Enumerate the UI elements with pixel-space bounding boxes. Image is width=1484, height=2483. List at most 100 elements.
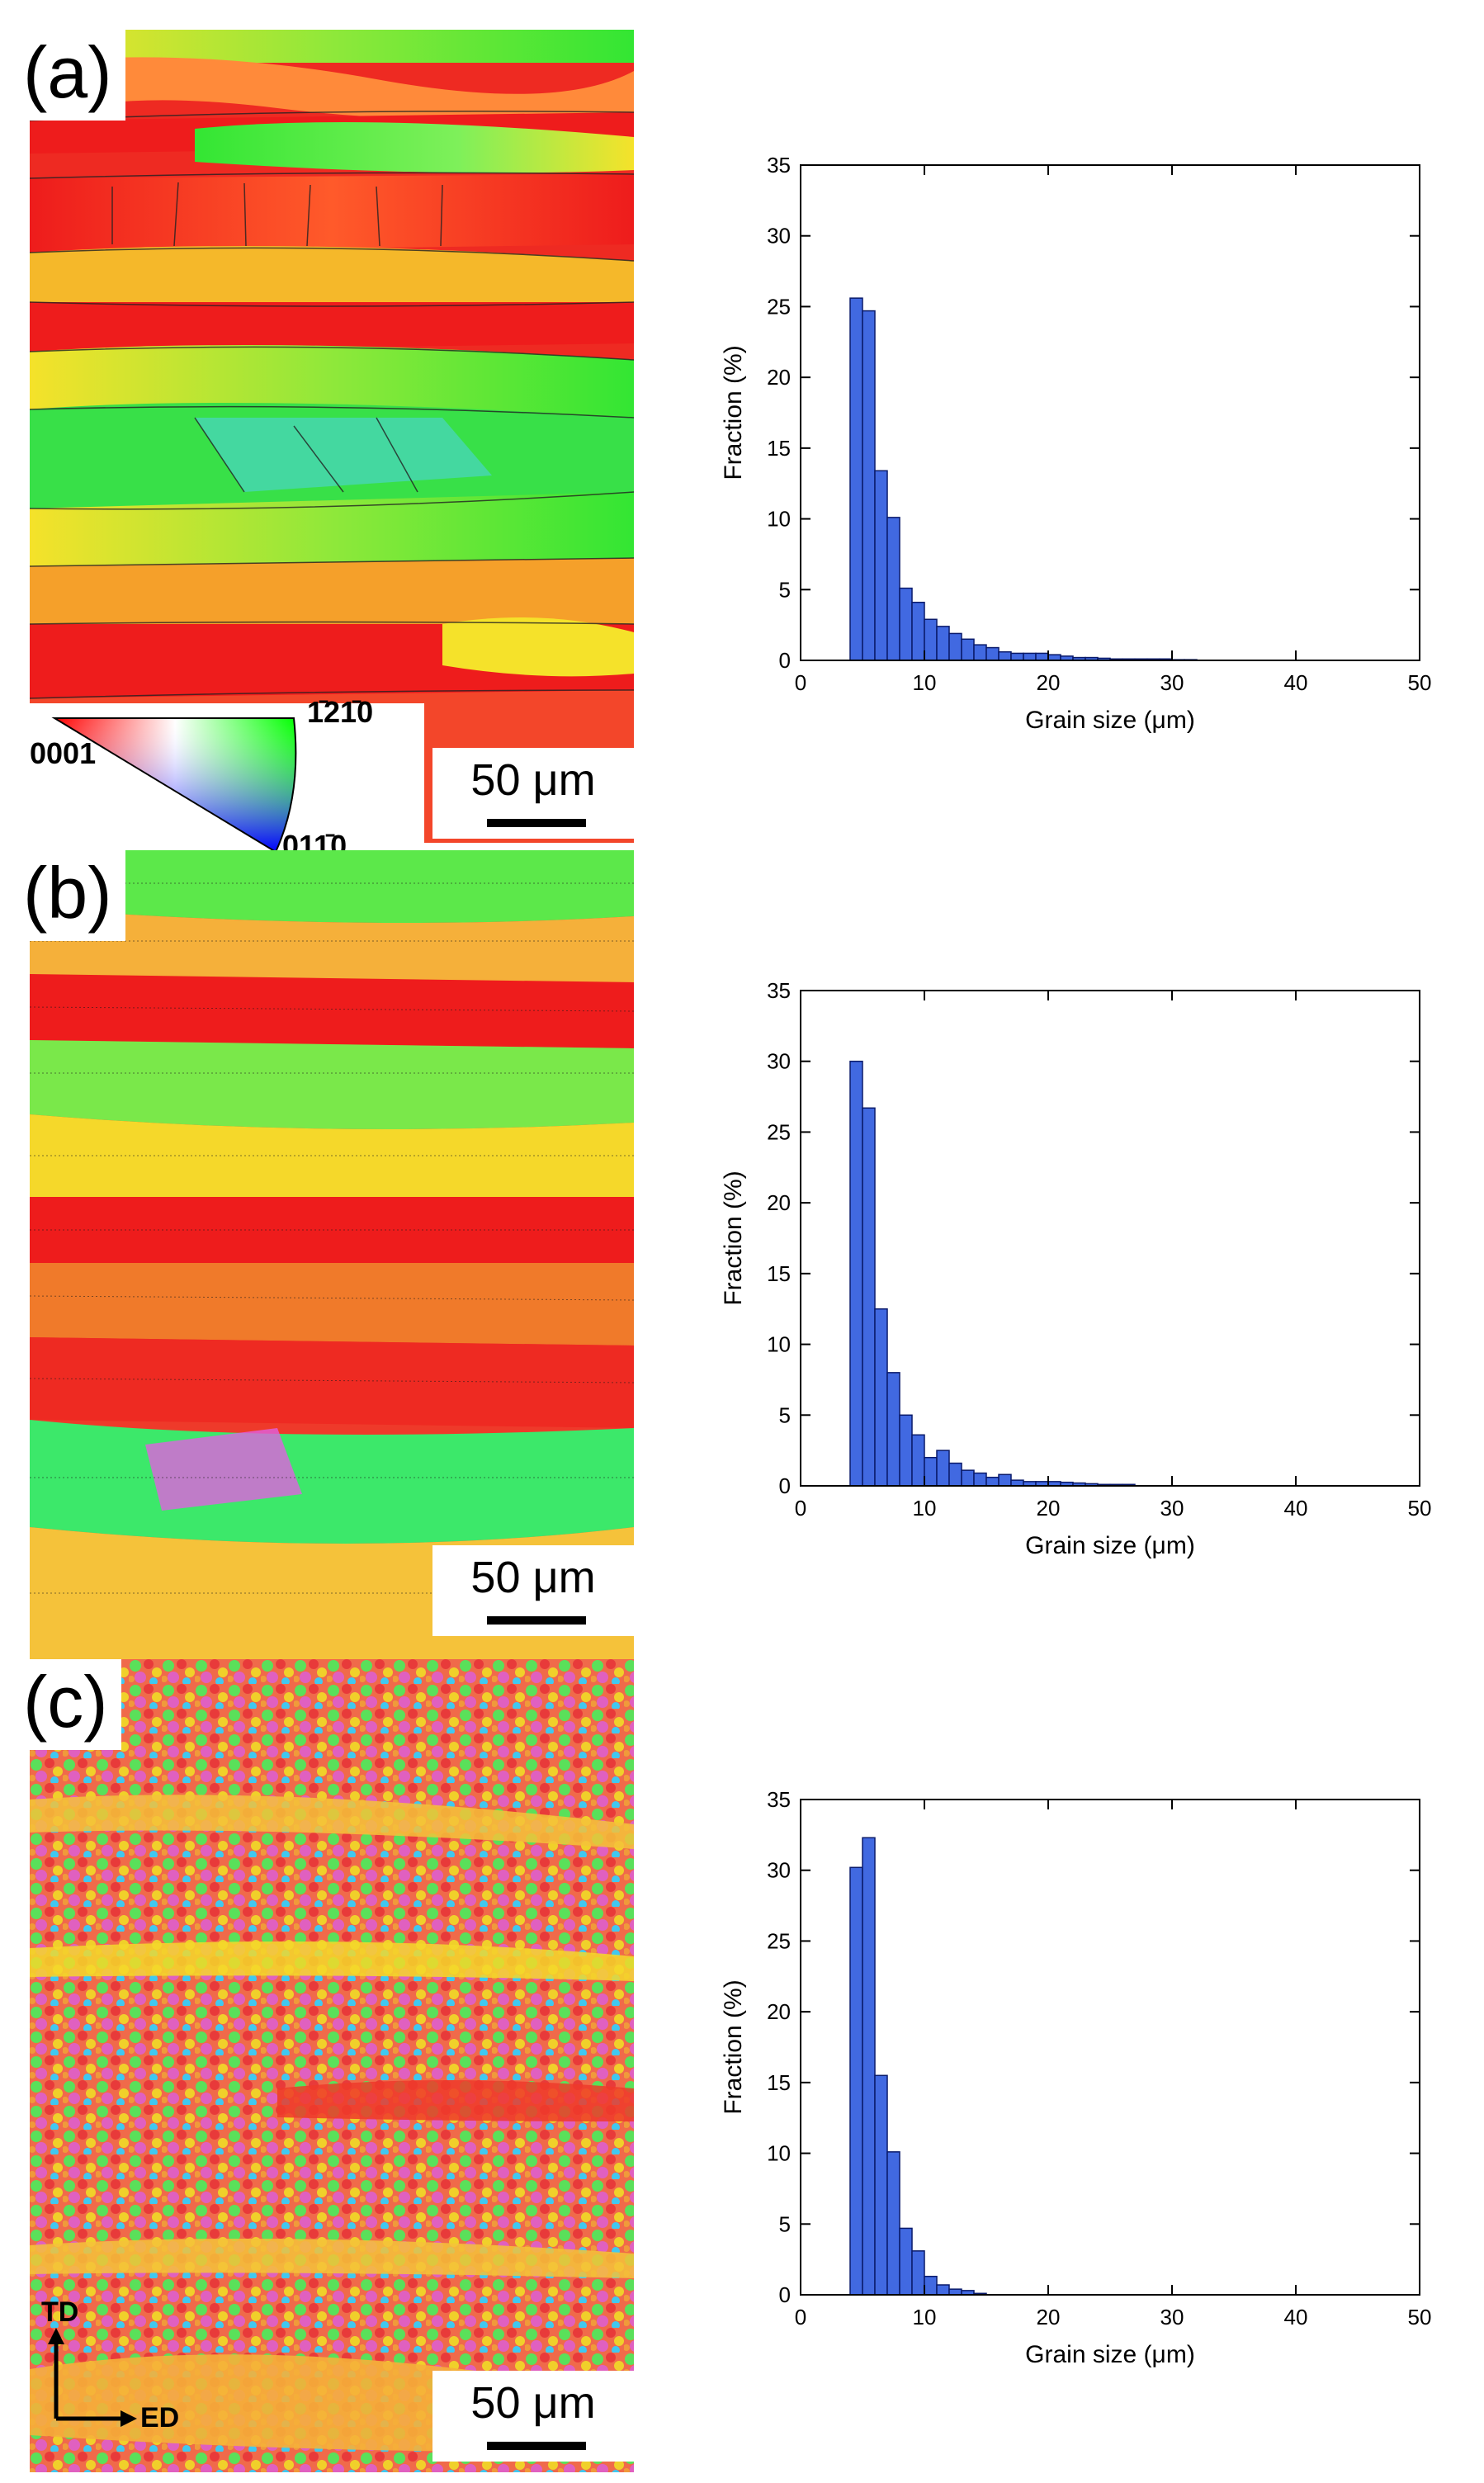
ebsd-map-panel-a: (a) 0001 1̄21̄0 011̄0 50 μm xyxy=(0,30,644,868)
y-tick-label: 10 xyxy=(767,1332,791,1357)
histogram-bar xyxy=(924,1456,938,1487)
histogram-bar xyxy=(936,626,950,661)
histogram-bar xyxy=(911,2250,925,2296)
ebsd-map-panel-c: (c) 50 μm xyxy=(0,1659,644,2472)
histogram-bar xyxy=(886,2151,900,2296)
x-tick-label: 10 xyxy=(913,2305,937,2329)
scale-bar-line-b xyxy=(487,1616,586,1625)
histogram-bar xyxy=(1023,652,1037,661)
panel-label-c: (c) xyxy=(17,1659,121,1750)
histogram-bar xyxy=(936,1450,950,1487)
histogram-bar xyxy=(998,650,1012,661)
y-tick-label: 20 xyxy=(767,365,791,390)
y-tick-label: 15 xyxy=(767,436,791,461)
histogram-bar xyxy=(1010,652,1024,661)
histogram-bar xyxy=(849,1060,863,1487)
y-tick-label: 25 xyxy=(767,1928,791,1953)
ebsd-map-c xyxy=(30,1659,634,2472)
scale-bar-label-c: 50 μm xyxy=(470,2378,596,2428)
histogram-bar xyxy=(985,1476,1000,1487)
y-tick-label: 20 xyxy=(767,1999,791,2024)
y-tick-label: 5 xyxy=(779,577,791,602)
x-tick-label: 0 xyxy=(795,2305,806,2329)
histogram-bar xyxy=(936,2284,950,2296)
histogram-bar xyxy=(948,1462,962,1487)
histogram-bar xyxy=(874,470,888,661)
ipf-label-0001: 0001 xyxy=(30,736,97,770)
y-tick-label: 30 xyxy=(767,1858,791,1883)
y-tick-label: 25 xyxy=(767,1119,791,1144)
y-tick-label: 25 xyxy=(767,294,791,319)
plot-frame xyxy=(800,164,1420,661)
y-tick-label: 35 xyxy=(767,153,791,177)
y-tick-label: 15 xyxy=(767,2070,791,2095)
panel-label-a: (a) xyxy=(17,30,125,121)
x-tick-label: 40 xyxy=(1284,670,1308,695)
x-tick-label: 0 xyxy=(795,670,806,695)
y-tick-label: 0 xyxy=(779,2282,791,2307)
histogram-bar xyxy=(874,2074,888,2296)
histogram-bar xyxy=(973,644,987,661)
y-tick-label: 35 xyxy=(767,1787,791,1812)
histogram-bar xyxy=(1035,652,1049,661)
histogram-bar xyxy=(985,646,1000,661)
y-tick-label: 5 xyxy=(779,2211,791,2236)
ed-label: ED xyxy=(140,2402,180,2433)
histogram-bar xyxy=(886,517,900,661)
histogram-bar xyxy=(1010,1479,1024,1487)
histogram-b: 0 5 10 15 20 25 30 35 0 10 20 30 40 50 Grain size (μm)… xyxy=(685,958,1477,1585)
histogram-bar xyxy=(973,1472,987,1487)
histogram-bar xyxy=(899,2227,913,2296)
scale-bar-label-a: 50 μm xyxy=(470,755,596,805)
scale-bar-b: 50 μm xyxy=(432,1545,634,1636)
x-tick-label: 30 xyxy=(1160,1496,1184,1521)
y-tick-label: 0 xyxy=(779,1473,791,1498)
td-label: TD xyxy=(41,2296,79,2328)
y-axis-label: Fraction (%) xyxy=(720,1171,747,1305)
x-tick-label: 30 xyxy=(1160,670,1184,695)
y-axis-label: Fraction (%) xyxy=(720,345,747,480)
y-tick-label: 5 xyxy=(779,1402,791,1427)
x-tick-label: 50 xyxy=(1408,1496,1432,1521)
histogram-bar xyxy=(899,1414,913,1487)
scale-bar-line-c xyxy=(487,2442,586,2450)
plot-frame xyxy=(800,1799,1420,2296)
histogram-b-svg: 0 5 10 15 20 25 30 35 0 10 20 30 40 50 Grain size (μm)… xyxy=(720,978,1432,1559)
ebsd-map-b xyxy=(30,850,634,1663)
scale-bar-line-a xyxy=(487,819,586,827)
x-axis-label: Grain size (μm) xyxy=(1025,1532,1195,1559)
histogram-bar xyxy=(862,1107,876,1487)
x-tick-label: 40 xyxy=(1284,1496,1308,1521)
x-tick-label: 50 xyxy=(1408,670,1432,695)
histogram-bar xyxy=(948,2288,962,2296)
histogram-bar xyxy=(1047,654,1061,661)
histogram-bar xyxy=(961,1469,975,1487)
y-tick-label: 20 xyxy=(767,1190,791,1215)
histogram-bar xyxy=(862,1837,876,2296)
x-tick-label: 20 xyxy=(1037,2305,1061,2329)
x-tick-label: 20 xyxy=(1037,1496,1061,1521)
ipf-color-key: 0001 1̄21̄0 011̄0 xyxy=(30,695,424,868)
plot-frame xyxy=(800,990,1420,1487)
x-tick-label: 50 xyxy=(1408,2305,1432,2329)
histogram-bar xyxy=(924,618,938,661)
x-tick-label: 20 xyxy=(1037,670,1061,695)
panel-label-b: (b) xyxy=(17,850,125,941)
y-tick-label: 10 xyxy=(767,507,791,532)
x-tick-label: 0 xyxy=(795,1496,806,1521)
x-tick-label: 30 xyxy=(1160,2305,1184,2329)
ipf-label-top: 1̄21̄0 xyxy=(307,695,374,729)
scale-bar-c: 50 μm xyxy=(432,2371,634,2462)
histogram-bar xyxy=(849,1866,863,2296)
histogram-c-svg: 0 5 10 15 20 25 30 35 0 10 20 30 40 50 Grain size (μm)… xyxy=(720,1787,1432,2368)
y-tick-label: 15 xyxy=(767,1261,791,1286)
histogram-a-svg: 0 5 10 15 20 25 30 35 0 10 20 30 40 50 Grain size (μm)… xyxy=(720,153,1432,734)
histogram-bar xyxy=(961,638,975,661)
histogram-bar xyxy=(948,632,962,661)
histogram-bar xyxy=(886,1372,900,1487)
histogram-bar xyxy=(862,310,876,661)
y-tick-label: 0 xyxy=(779,648,791,673)
ebsd-map-a xyxy=(30,30,634,843)
x-tick-label: 10 xyxy=(913,670,937,695)
histogram-bar xyxy=(911,601,925,661)
